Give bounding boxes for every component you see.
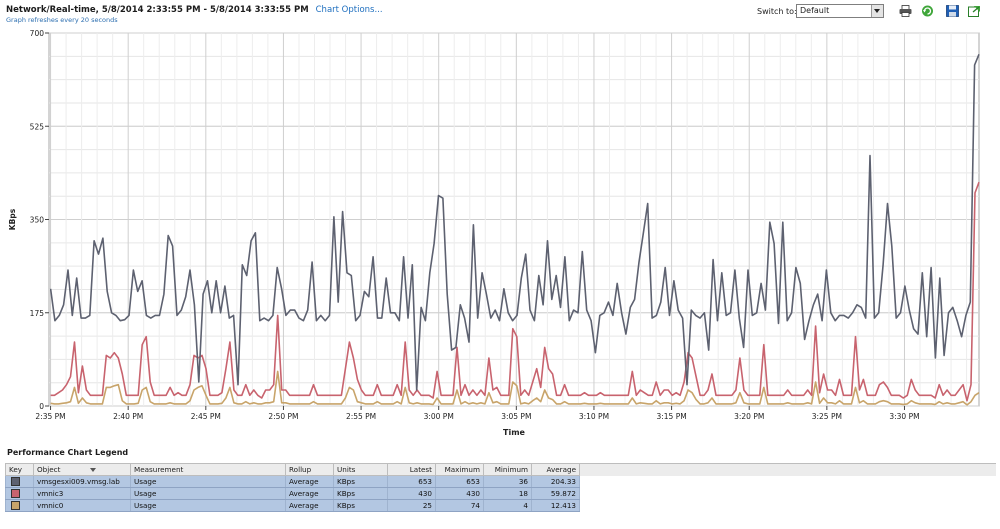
legend-latest: 25 (387, 499, 436, 512)
chart-header: Network/Real-time, 5/8/2014 2:33:55 PM -… (0, 0, 1000, 28)
legend-col-latest[interactable]: Latest (387, 463, 436, 476)
switch-to-value: Default (800, 6, 830, 15)
y-tick-label: 525 (30, 122, 45, 131)
legend-header-filler (579, 463, 996, 476)
legend-row[interactable]: vmnic0 Usage Average KBps 25 74 4 12.413 (5, 499, 996, 512)
legend-latest: 430 (387, 487, 436, 500)
x-tick-label: 3:20 PM (734, 412, 764, 421)
legend-units: KBps (333, 487, 388, 500)
legend-col-measurement[interactable]: Measurement (130, 463, 286, 476)
chart-title: Network/Real-time, 5/8/2014 2:33:55 PM -… (6, 5, 383, 15)
chart-options-link[interactable]: Chart Options... (315, 5, 383, 15)
y-tick-label: 700 (30, 29, 45, 38)
legend-col-rollup[interactable]: Rollup (285, 463, 334, 476)
series-line-vmnic3 (50, 181, 980, 402)
legend-col-minimum[interactable]: Minimum (483, 463, 532, 476)
y-tick-label: 175 (30, 309, 45, 318)
y-tick-label: 0 (39, 402, 44, 411)
x-tick-label: 3:00 PM (424, 412, 454, 421)
legend-col-units[interactable]: Units (333, 463, 388, 476)
legend-object: vmnic3 (33, 487, 131, 500)
x-tick-label: 2:50 PM (268, 412, 298, 421)
legend-key[interactable] (5, 487, 34, 500)
legend-average: 204.33 (531, 475, 580, 488)
refresh-icon[interactable] (921, 5, 934, 17)
legend-maximum: 430 (435, 487, 484, 500)
x-tick-label: 3:30 PM (889, 412, 919, 421)
key-swatch (11, 489, 20, 499)
print-icon[interactable] (899, 5, 912, 17)
legend-latest: 653 (387, 475, 436, 488)
legend-row-filler (579, 499, 996, 512)
chevron-down-icon[interactable] (871, 5, 883, 17)
legend-average: 59.872 (531, 487, 580, 500)
legend-average: 12.413 (531, 499, 580, 512)
series-line-vmsgesxi009-vmsg-lab (49, 53, 980, 391)
legend-row-filler (579, 475, 996, 488)
legend-table: Key Object Measurement Rollup Units Late… (5, 463, 996, 512)
legend-minimum: 4 (483, 499, 532, 512)
sort-desc-icon (90, 468, 97, 472)
legend-units: KBps (333, 499, 388, 512)
legend-col-object-label: Object (37, 465, 61, 474)
y-axis-title: KBps (8, 208, 17, 230)
x-tick-label: 3:05 PM (501, 412, 531, 421)
chart-title-text: Network/Real-time, 5/8/2014 2:33:55 PM -… (6, 5, 309, 15)
switch-to-select[interactable]: Default (796, 4, 884, 18)
refresh-note: Graph refreshes every 20 seconds (6, 16, 118, 24)
legend-col-maximum[interactable]: Maximum (435, 463, 484, 476)
legend-maximum: 74 (435, 499, 484, 512)
x-tick-label: 2:35 PM (35, 412, 65, 421)
legend-col-average[interactable]: Average (531, 463, 580, 476)
key-swatch (11, 477, 20, 487)
legend-minimum: 36 (483, 475, 532, 488)
y-tick-label: 350 (30, 216, 45, 225)
legend-key[interactable] (5, 499, 34, 512)
x-tick-label: 2:40 PM (113, 412, 143, 421)
legend-measurement: Usage (130, 475, 286, 488)
x-tick-label: 2:45 PM (191, 412, 221, 421)
x-tick-label: 3:10 PM (579, 412, 609, 421)
legend-row[interactable]: vmsgesxi009.vmsg.lab Usage Average KBps … (5, 475, 996, 488)
legend-rollup: Average (285, 499, 334, 512)
legend-maximum: 653 (435, 475, 484, 488)
legend-rollup: Average (285, 475, 334, 488)
legend-object: vmnic0 (33, 499, 131, 512)
legend-key[interactable] (5, 475, 34, 488)
legend-header-row: Key Object Measurement Rollup Units Late… (5, 463, 996, 476)
legend-rollup: Average (285, 487, 334, 500)
x-tick-label: 2:55 PM (346, 412, 376, 421)
network-chart: 0 175 350 525 700 2:35 PM 2:40 PM 2:45 PM 2:50 P… (8, 29, 980, 437)
legend-title: Performance Chart Legend (7, 448, 129, 457)
x-tick-label: 3:25 PM (812, 412, 842, 421)
popout-icon[interactable] (968, 5, 981, 17)
legend-col-key[interactable]: Key (5, 463, 34, 476)
legend-col-object[interactable]: Object (33, 463, 131, 476)
switch-to-label: Switch to: (757, 7, 797, 16)
legend-row-filler (579, 487, 996, 500)
save-icon[interactable] (946, 5, 959, 17)
legend-minimum: 18 (483, 487, 532, 500)
legend-measurement: Usage (130, 487, 286, 500)
legend-units: KBps (333, 475, 388, 488)
legend-measurement: Usage (130, 499, 286, 512)
series-line-vmnic0 (50, 370, 980, 406)
legend-object: vmsgesxi009.vmsg.lab (33, 475, 131, 488)
legend-row[interactable]: vmnic3 Usage Average KBps 430 430 18 59.… (5, 487, 996, 500)
key-swatch (11, 501, 20, 511)
x-tick-label: 3:15 PM (656, 412, 686, 421)
x-axis-title: Time (503, 428, 526, 437)
